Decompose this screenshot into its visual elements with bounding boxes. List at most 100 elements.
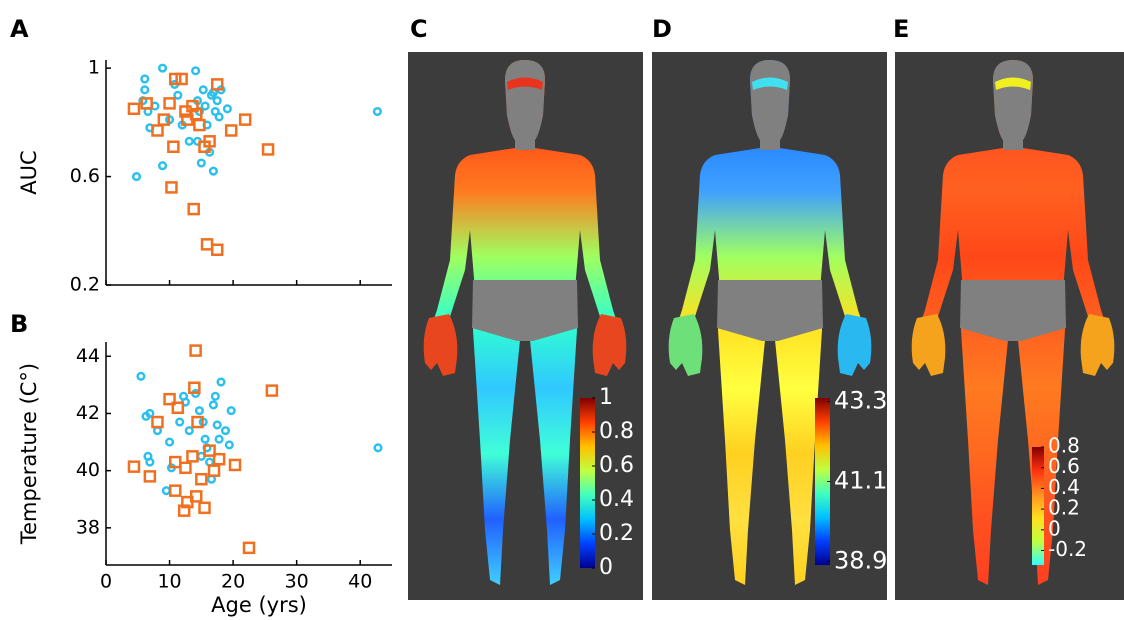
point <box>200 87 207 94</box>
shorts <box>960 280 1066 341</box>
x-axis-label: Age (yrs) <box>211 593 307 617</box>
point <box>209 466 219 476</box>
point <box>152 417 162 427</box>
colorbar-tick-label: 0.6 <box>599 453 634 478</box>
point <box>214 422 221 429</box>
point <box>180 463 190 473</box>
colorbar-tick-label: 0.4 <box>1048 475 1080 499</box>
colorbar-tick-label: 0 <box>1048 516 1061 540</box>
colorbar-tick-label: -0.2 <box>1048 537 1087 561</box>
point <box>202 103 209 110</box>
y-axis-label: Temperature (C°) <box>17 363 41 545</box>
point <box>210 402 217 409</box>
colorbar-tick-label: 0.2 <box>1048 496 1080 520</box>
point <box>230 460 240 470</box>
point <box>240 115 250 125</box>
point <box>198 160 205 167</box>
point <box>141 87 148 94</box>
point <box>214 97 221 104</box>
point <box>170 486 180 496</box>
colorbar-tick-label: 1 <box>599 385 613 410</box>
page: A0.20.61AUCB38404244010203040Temperature… <box>0 0 1124 620</box>
point <box>189 204 199 214</box>
panel-label: A <box>10 15 29 43</box>
y-tick-label: 0.2 <box>70 274 100 296</box>
point <box>147 459 154 466</box>
point <box>192 68 199 75</box>
colorbar-tick-label: 0.4 <box>599 487 634 512</box>
point <box>374 108 381 115</box>
point <box>206 459 213 466</box>
panel-label: D <box>652 15 672 43</box>
point <box>202 239 212 249</box>
x-tick-label: 30 <box>285 571 309 593</box>
colorbar-tick-label: 0 <box>599 555 613 580</box>
colorbar-tick-label: 38.9 <box>834 546 887 574</box>
x-tick-label: 20 <box>221 571 245 593</box>
x-tick-label: 10 <box>157 571 181 593</box>
hand <box>669 314 703 376</box>
hand <box>424 314 458 376</box>
point <box>166 182 176 192</box>
point <box>145 471 155 481</box>
point <box>216 436 223 443</box>
colorbar-tick-label: 41.1 <box>834 467 887 495</box>
hand <box>593 314 627 376</box>
point <box>191 346 201 356</box>
y-tick-label: 42 <box>76 402 100 424</box>
panel-label: B <box>10 310 28 338</box>
point <box>138 373 145 380</box>
point <box>196 474 206 484</box>
point <box>218 379 225 386</box>
colorbar-tick-label: 0.8 <box>599 419 634 444</box>
point <box>165 98 175 108</box>
panel-label: E <box>893 15 909 43</box>
point <box>186 427 193 434</box>
colorbar-tick-label: 43.3 <box>834 387 887 415</box>
point <box>133 173 140 180</box>
point <box>163 487 170 494</box>
point <box>168 142 178 152</box>
colorbar <box>1032 447 1044 565</box>
y-axis-label: AUC <box>17 150 41 194</box>
point <box>186 138 193 145</box>
hand <box>1081 314 1115 376</box>
point <box>212 245 222 255</box>
y-tick-label: 0.6 <box>70 165 100 187</box>
colorbar-tick-label: 0.2 <box>599 521 634 546</box>
colorbar <box>580 398 595 568</box>
point <box>141 76 148 83</box>
point <box>226 125 236 135</box>
colorbar-tick-label: 0.8 <box>1048 434 1080 458</box>
point <box>228 407 235 414</box>
y-tick-label: 40 <box>76 459 100 481</box>
point <box>226 442 233 449</box>
point <box>202 436 209 443</box>
point <box>375 444 382 451</box>
figure: A0.20.61AUCB38404244010203040Temperature… <box>0 0 1124 620</box>
point <box>147 410 154 417</box>
y-tick-label: 44 <box>76 345 100 367</box>
hand <box>838 314 872 376</box>
panel-label: C <box>410 15 428 43</box>
point <box>212 393 219 400</box>
point <box>208 476 215 483</box>
point <box>263 144 273 154</box>
point <box>176 419 183 426</box>
point <box>166 439 173 446</box>
colorbar-tick-label: 0.6 <box>1048 454 1080 478</box>
y-tick-label: 1 <box>88 57 100 79</box>
point <box>196 407 203 414</box>
point <box>222 427 229 434</box>
shorts <box>472 280 578 341</box>
x-tick-label: 0 <box>100 571 112 593</box>
y-tick-label: 38 <box>76 516 100 538</box>
point <box>216 114 223 121</box>
point <box>129 462 139 472</box>
point <box>267 386 277 396</box>
point <box>224 105 231 112</box>
shorts <box>717 280 823 341</box>
point <box>159 162 166 169</box>
hand <box>912 314 946 376</box>
point <box>244 543 254 553</box>
